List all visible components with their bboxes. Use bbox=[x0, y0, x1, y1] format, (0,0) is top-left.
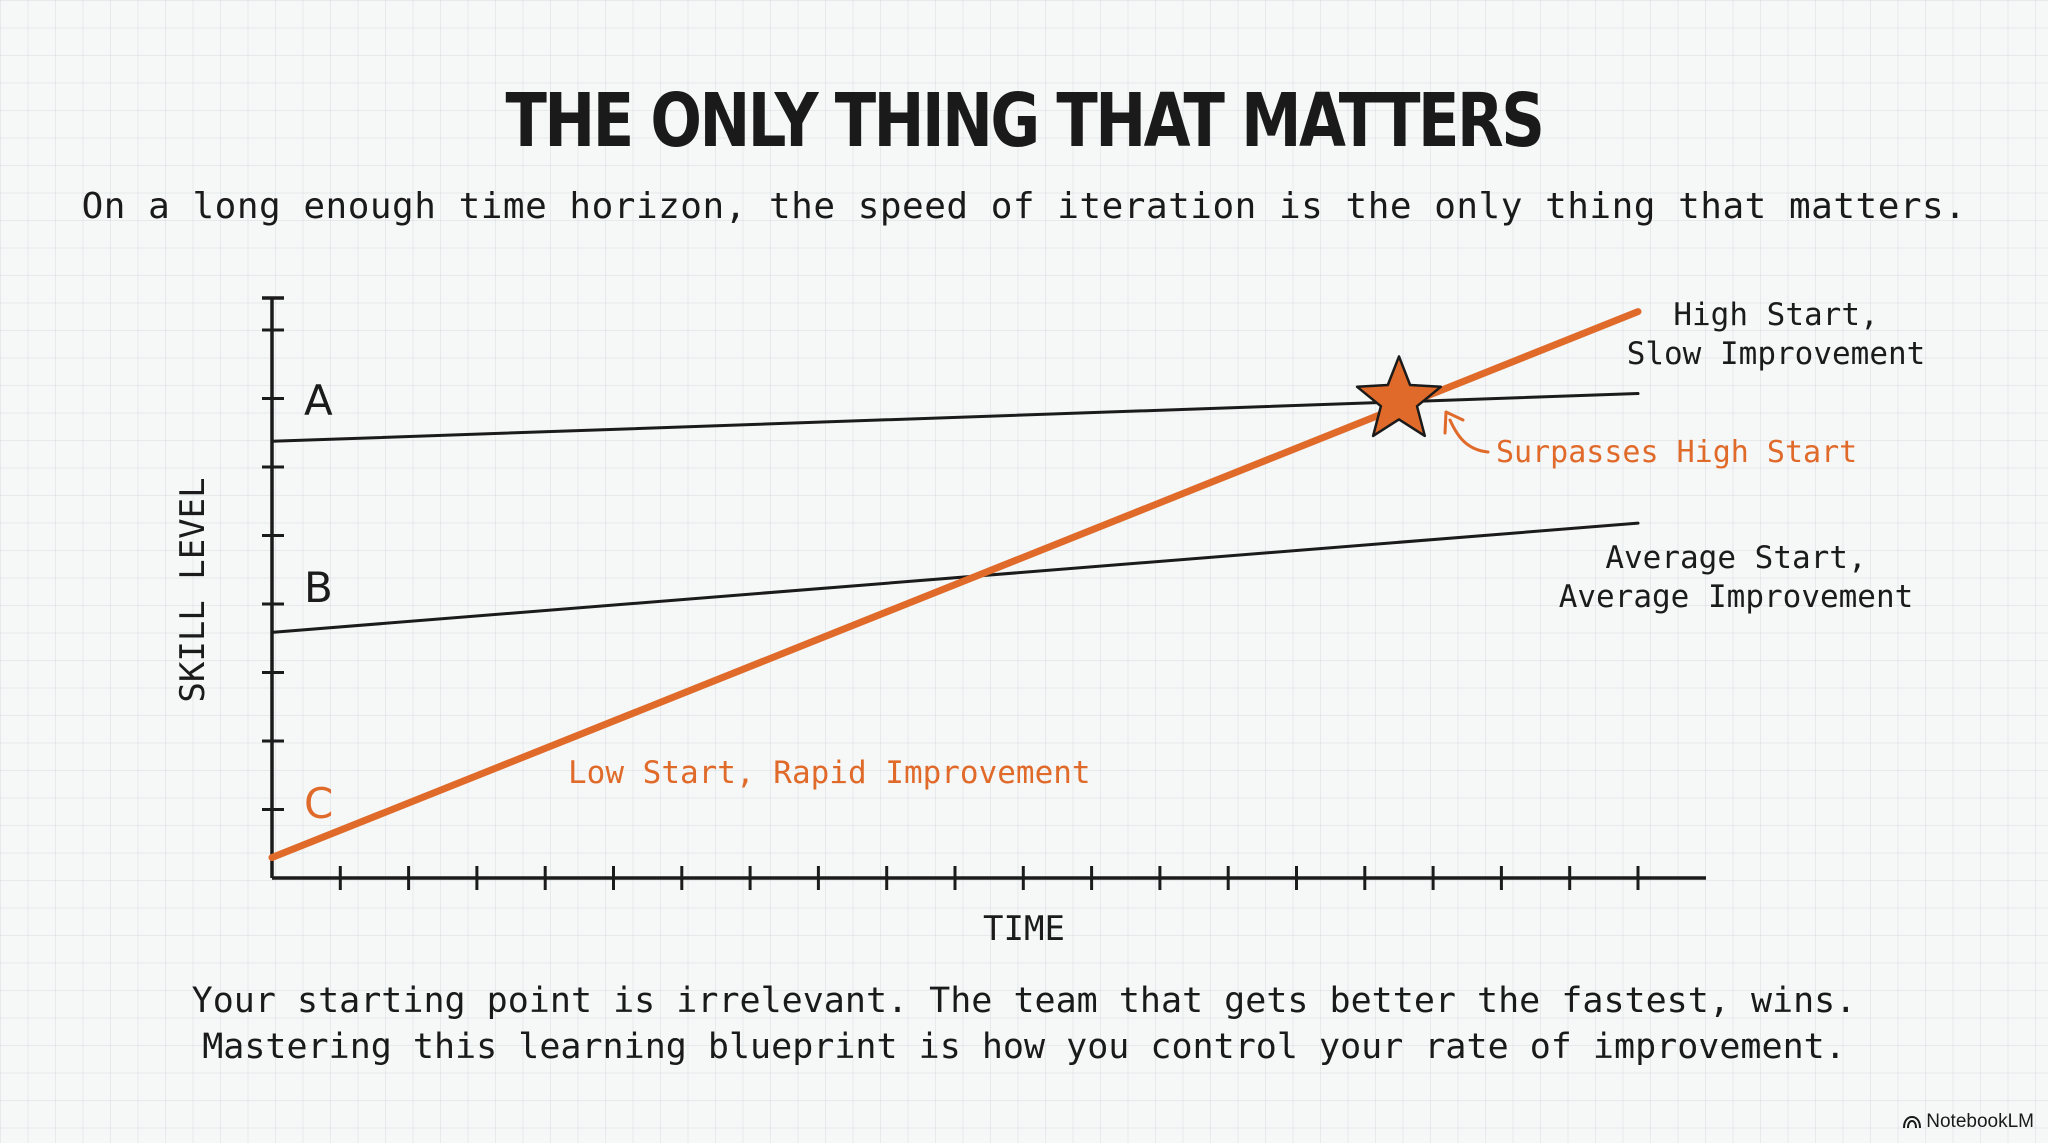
series-c-letter: C bbox=[304, 779, 333, 828]
series-b-label-line1: Average Start, bbox=[1605, 540, 1866, 576]
star-icon bbox=[1355, 355, 1443, 438]
page-subtitle: On a long enough time horizon, the speed… bbox=[81, 186, 1967, 227]
brand-watermark: NotebookLM bbox=[1903, 1111, 2034, 1133]
labels-layer: SKILL LEVEL TIME A B C High Start, Slow … bbox=[173, 297, 1925, 949]
y-ticks bbox=[262, 328, 284, 811]
series-a-line bbox=[270, 392, 1640, 443]
star-layer bbox=[1355, 355, 1443, 438]
annotation-arrow bbox=[1443, 410, 1490, 454]
series-c-label: Low Start, Rapid Improvement bbox=[568, 755, 1091, 791]
series-b-label-line2: Average Improvement bbox=[1559, 579, 1914, 615]
series-a-letter: A bbox=[304, 376, 333, 425]
y-axis-label: SKILL LEVEL bbox=[173, 477, 213, 702]
footer-line-1: Your starting point is irrelevant. The t… bbox=[191, 981, 1857, 1021]
x-ticks bbox=[338, 866, 1640, 890]
notebooklm-logo-icon bbox=[1903, 1115, 1922, 1129]
series-a-label-line1: High Start, bbox=[1673, 297, 1878, 333]
series-a-label-line2: Slow Improvement bbox=[1627, 336, 1926, 372]
brand-name: NotebookLM bbox=[1926, 1111, 2034, 1132]
series-b-letter: B bbox=[304, 563, 333, 612]
footer-line-2: Mastering this learning blueprint is how… bbox=[202, 1027, 1846, 1067]
series-b-line bbox=[270, 521, 1640, 634]
footer-text: Your starting point is irrelevant. The t… bbox=[0, 978, 2048, 1070]
axes bbox=[262, 296, 1706, 890]
x-axis-label: TIME bbox=[983, 909, 1065, 949]
page-title: THE ONLY THING THAT MATTERS bbox=[505, 78, 1545, 164]
annotation-surpasses-label: Surpasses High Start bbox=[1496, 435, 1857, 470]
